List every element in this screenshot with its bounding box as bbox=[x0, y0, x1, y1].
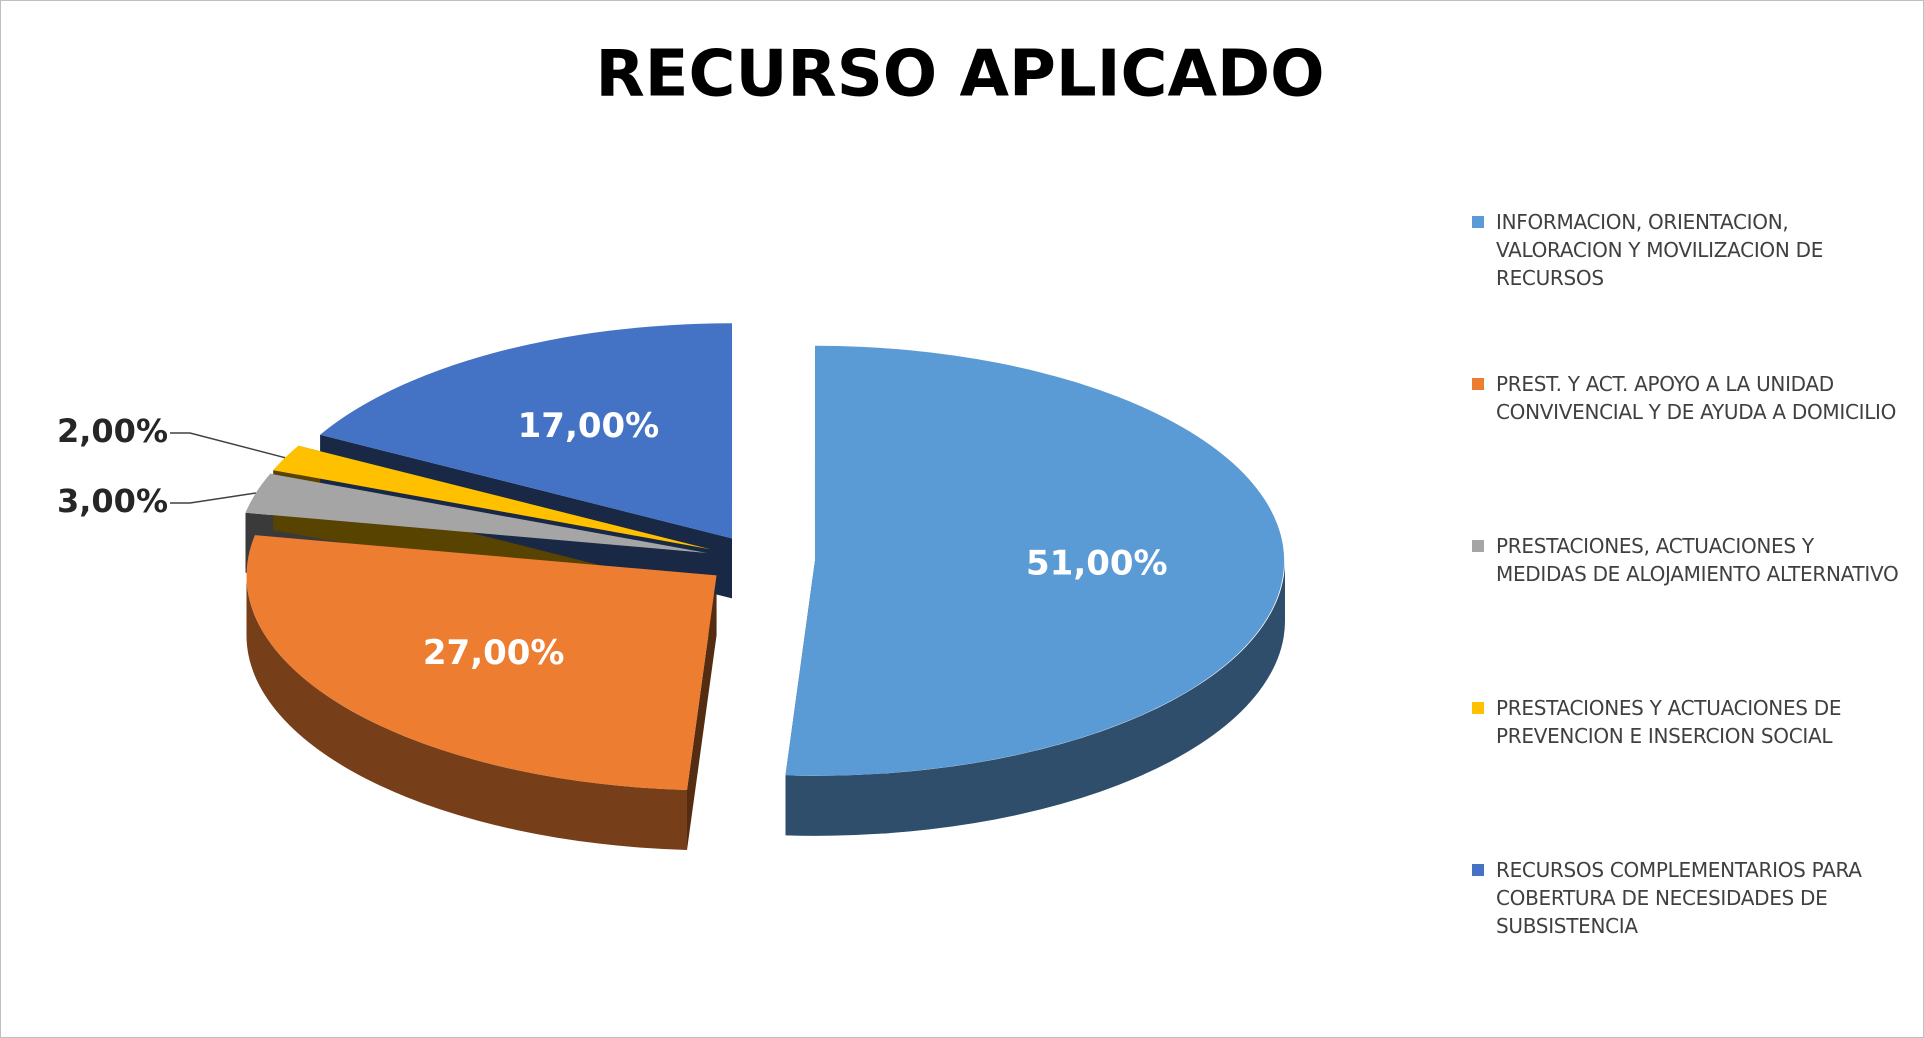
leader-line bbox=[170, 492, 256, 504]
legend-item: PRESTACIONES, ACTUACIONES Y MEDIDAS DE A… bbox=[1470, 532, 1910, 694]
legend-swatch bbox=[1472, 378, 1484, 390]
legend-swatch bbox=[1472, 702, 1484, 714]
legend-label: PREST. Y ACT. APOYO A LA UNIDAD CONVIVEN… bbox=[1496, 372, 1897, 424]
legend-label: PRESTACIONES, ACTUACIONES Y MEDIDAS DE A… bbox=[1496, 534, 1899, 586]
chart-title: RECURSO APLICADO bbox=[595, 38, 1324, 112]
legend-item: PRESTACIONES Y ACTUACIONES DE PREVENCION… bbox=[1470, 694, 1910, 856]
legend-item: INFORMACION, ORIENTACION, VALORACION Y M… bbox=[1470, 208, 1910, 370]
pie-slice bbox=[320, 323, 733, 539]
pie-slice bbox=[245, 473, 708, 553]
data-label: 3,00% bbox=[57, 482, 168, 520]
slice-tops bbox=[245, 323, 1285, 790]
data-label: 27,00% bbox=[423, 633, 565, 673]
pie-slice bbox=[246, 535, 717, 790]
legend-label: RECURSOS COMPLEMENTARIOS PARA COBERTURA … bbox=[1496, 858, 1862, 938]
legend-swatch bbox=[1472, 216, 1484, 228]
slice-side bbox=[785, 560, 1285, 836]
legend-swatch bbox=[1472, 540, 1484, 552]
slice-cut-face bbox=[320, 434, 733, 599]
legend-label: INFORMACION, ORIENTACION, VALORACION Y M… bbox=[1496, 210, 1824, 290]
legend-item: RECURSOS COMPLEMENTARIOS PARA COBERTURA … bbox=[1470, 856, 1910, 1018]
leader-line bbox=[170, 432, 286, 459]
legend-label: PRESTACIONES Y ACTUACIONES DE PREVENCION… bbox=[1496, 696, 1842, 748]
data-label: 2,00% bbox=[57, 412, 168, 450]
legend-item: PREST. Y ACT. APOYO A LA UNIDAD CONVIVEN… bbox=[1470, 370, 1910, 532]
legend: INFORMACION, ORIENTACION, VALORACION Y M… bbox=[1470, 208, 1910, 1018]
slice-side bbox=[246, 575, 688, 850]
data-label: 51,00% bbox=[1026, 543, 1168, 583]
data-label: 17,00% bbox=[518, 406, 660, 446]
slice-cut-face bbox=[687, 575, 717, 850]
pie-slice bbox=[273, 445, 711, 550]
data-labels: 51,00% 27,00% 3,00% 2,00% 17,00% bbox=[57, 406, 1168, 673]
pie-slice bbox=[785, 345, 1285, 776]
legend-swatch bbox=[1472, 864, 1484, 876]
